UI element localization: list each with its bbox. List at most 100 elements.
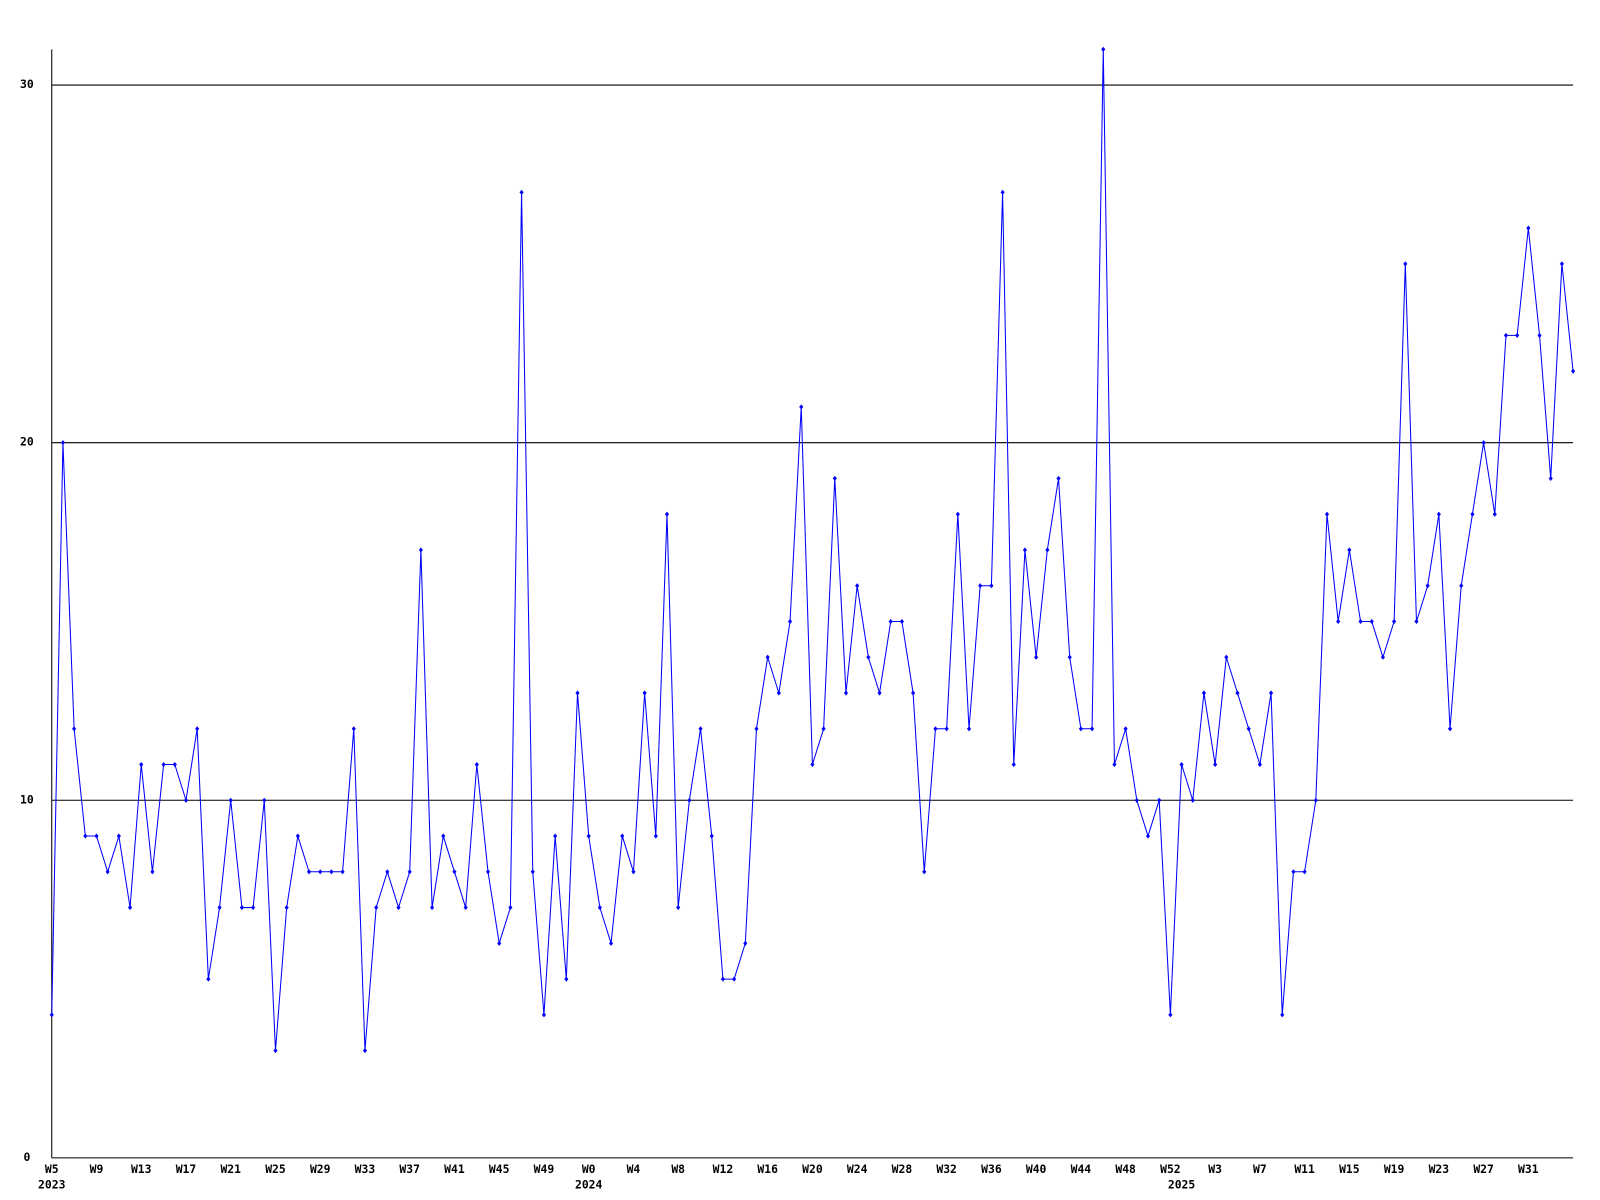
x-tick-label: W31 [1518, 1162, 1539, 1176]
data-point [396, 904, 401, 911]
data-point [541, 1012, 547, 1018]
data-point [866, 654, 871, 660]
data-point [855, 583, 860, 589]
data-point [183, 797, 189, 803]
x-tick-label: W5 [45, 1162, 59, 1176]
data-point [608, 940, 614, 946]
x-tick-label: W12 [713, 1162, 734, 1176]
x-tick-label: W32 [936, 1162, 957, 1176]
data-point [1336, 618, 1341, 625]
data-point [116, 833, 121, 839]
x-tick-label: W13 [131, 1162, 152, 1176]
data-point [575, 690, 580, 696]
data-point [1403, 261, 1408, 267]
data-point [1257, 761, 1262, 768]
data-point [206, 976, 211, 982]
data-point [441, 833, 446, 839]
data-point [228, 797, 233, 803]
x-tick-label: W52 [1160, 1162, 1181, 1176]
data-point [553, 833, 558, 839]
year-label: 2024 [575, 1178, 603, 1192]
data-point [1134, 797, 1139, 803]
x-tick-label: W0 [582, 1162, 596, 1176]
data-point [239, 904, 244, 911]
data-point [1011, 761, 1016, 768]
x-tick-label: W36 [981, 1162, 1002, 1176]
x-tick-label: W21 [220, 1162, 241, 1176]
x-tick-label: W37 [399, 1162, 420, 1176]
data-point [1414, 618, 1419, 625]
y-tick-label: 20 [20, 435, 34, 449]
x-tick-label: W19 [1384, 1162, 1405, 1176]
x-tick-label: W40 [1026, 1162, 1047, 1176]
data-point [172, 761, 177, 768]
data-point [1145, 833, 1151, 839]
x-tick-label: W15 [1339, 1162, 1360, 1176]
y-tick-label: 30 [20, 77, 34, 91]
data-point [1280, 1012, 1285, 1018]
data-point [1168, 1012, 1173, 1018]
data-point [1358, 618, 1363, 625]
data-point [978, 583, 983, 589]
x-tick-label: W27 [1473, 1162, 1494, 1176]
x-tick-label: W41 [444, 1162, 465, 1176]
data-point [1459, 583, 1464, 589]
data-point [295, 833, 300, 839]
x-tick-label: W20 [802, 1162, 823, 1176]
data-point [743, 940, 748, 946]
year-label: 2023 [38, 1178, 66, 1192]
data-point [1369, 618, 1374, 625]
data-point [1481, 440, 1486, 446]
y-tick-label: 0 [23, 1150, 30, 1164]
data-point [1515, 332, 1520, 338]
data-point [1201, 690, 1207, 696]
x-tick-label: W28 [892, 1162, 913, 1176]
data-point [1112, 761, 1117, 768]
x-tick-label: W48 [1115, 1162, 1136, 1176]
data-point [1157, 797, 1162, 803]
data-point [653, 833, 658, 839]
data-point [810, 761, 815, 768]
data-point [251, 904, 256, 911]
x-tick-label: W23 [1429, 1162, 1450, 1176]
data-point [127, 904, 133, 911]
data-point [1034, 654, 1039, 660]
y-tick-label: 10 [20, 792, 34, 806]
data-point [1101, 46, 1106, 52]
x-tick-label: W17 [176, 1162, 197, 1176]
x-tick-label: W8 [671, 1162, 685, 1176]
data-point [463, 904, 468, 911]
data-point [262, 797, 267, 803]
data-point [664, 511, 670, 517]
data-point [1526, 225, 1531, 231]
data-point [1067, 654, 1072, 660]
data-point [1190, 797, 1195, 803]
data-point [430, 904, 435, 911]
x-tick-label: W24 [847, 1162, 868, 1176]
data-point [1425, 583, 1430, 589]
data-point [1559, 261, 1564, 267]
data-point [474, 761, 479, 768]
x-tick-label: W3 [1208, 1162, 1222, 1176]
data-point [1537, 332, 1542, 338]
data-point [217, 904, 222, 911]
x-tick-label: W4 [627, 1162, 641, 1176]
data-point [508, 904, 513, 911]
data-point [888, 618, 893, 625]
data-point [687, 797, 692, 803]
data-point [832, 475, 837, 482]
data-point [1492, 511, 1497, 517]
data-point [597, 904, 602, 911]
x-tick-label: W45 [489, 1162, 510, 1176]
year-label: 2025 [1168, 1178, 1196, 1192]
data-point [776, 690, 781, 696]
x-tick-label: W16 [757, 1162, 778, 1176]
x-tick-label: W7 [1253, 1162, 1267, 1176]
x-tick-label: W11 [1294, 1162, 1315, 1176]
data-point [732, 976, 737, 982]
data-point [1503, 332, 1509, 338]
x-tick-label: W49 [534, 1162, 555, 1176]
